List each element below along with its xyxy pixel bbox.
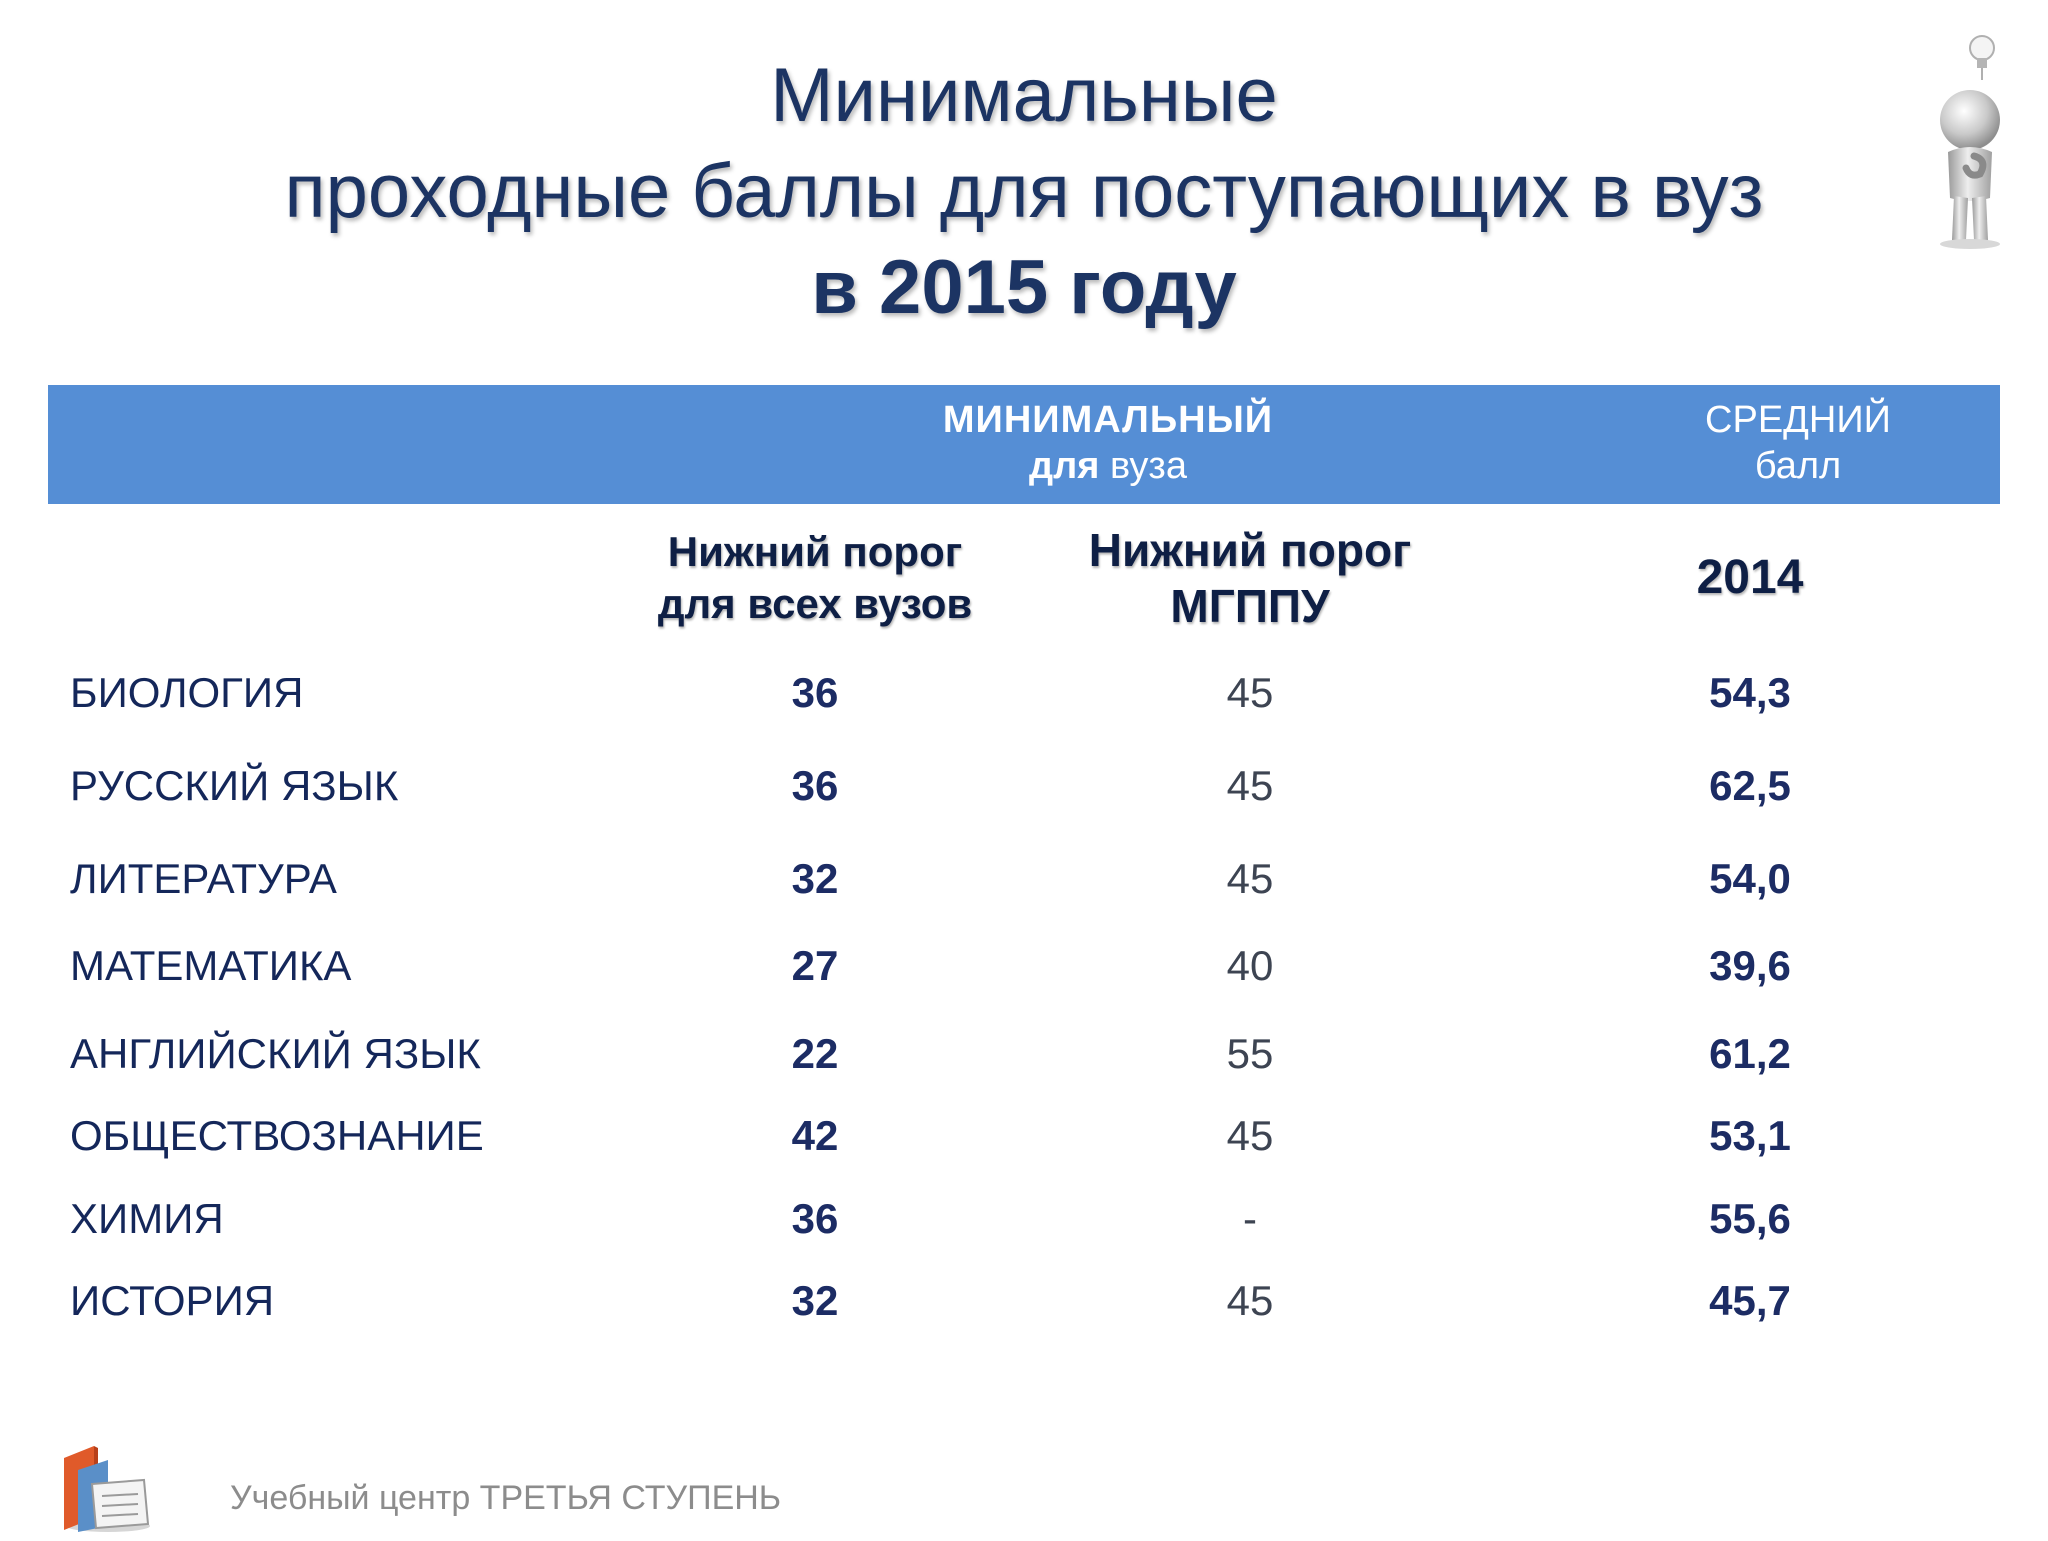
- min-all-cell: 32: [791, 855, 839, 902]
- avg-score-label: СРЕДНИЙ: [1705, 399, 1891, 441]
- min-score-sublabel-rest: вуза: [1099, 445, 1187, 487]
- subject-cell: БИОЛОГИЯ: [70, 669, 304, 716]
- min-mgppu-cell: 45: [1226, 1112, 1274, 1159]
- thinking-person-lightbulb-icon: [1930, 28, 2010, 254]
- min-mgppu-cell: -: [1243, 1195, 1257, 1242]
- table-row: ИСТОРИЯ 32 45 45,7: [0, 1271, 2048, 1331]
- avg-score-header: СРЕДНИЙ балл: [1598, 397, 1998, 489]
- column-header-year: 2014: [1696, 551, 1804, 604]
- column-header-mgppu-line2: МГППУ: [1170, 580, 1330, 632]
- min-all-cell: 36: [791, 1195, 839, 1242]
- title-line-3: в 2015 году: [811, 245, 1237, 330]
- min-mgppu-cell: 45: [1226, 855, 1274, 902]
- subject-cell: АНГЛИЙСКИЙ ЯЗЫК: [70, 1030, 481, 1077]
- min-mgppu-cell: 55: [1226, 1030, 1274, 1077]
- min-all-cell: 22: [791, 1030, 839, 1077]
- min-mgppu-cell: 45: [1226, 669, 1274, 716]
- title-line-2: проходные баллы для поступающих в вуз: [284, 149, 1764, 234]
- min-all-cell: 42: [791, 1112, 839, 1159]
- column-header-all-universities: Нижний порог для всех вузов: [590, 526, 1040, 630]
- avg-cell: 55,6: [1709, 1195, 1791, 1242]
- min-all-cell: 32: [791, 1277, 839, 1324]
- table-row: БИОЛОГИЯ 36 45 54,3: [0, 663, 2048, 723]
- min-mgppu-cell: 40: [1226, 942, 1274, 989]
- subject-cell: ЛИТЕРАТУРА: [70, 855, 337, 902]
- min-mgppu-cell: 45: [1226, 762, 1274, 809]
- footer-text: Учебный центр ТРЕТЬЯ СТУПЕНЬ: [230, 1479, 782, 1517]
- min-score-sublabel: для вуза: [808, 443, 1408, 489]
- avg-cell: 61,2: [1709, 1030, 1791, 1077]
- min-score-label: МИНИМАЛЬНЫЙ: [942, 399, 1274, 441]
- min-all-cell: 36: [791, 762, 839, 809]
- column-header-mgppu: Нижний порог МГППУ: [1030, 522, 1470, 634]
- subject-cell: ХИМИЯ: [70, 1195, 224, 1242]
- avg-cell: 39,6: [1709, 942, 1791, 989]
- avg-cell: 53,1: [1709, 1112, 1791, 1159]
- column-header-all-line1: Нижний порог: [667, 528, 963, 575]
- min-all-cell: 27: [791, 942, 839, 989]
- avg-cell: 54,3: [1709, 669, 1791, 716]
- avg-score-sublabel: балл: [1754, 445, 1842, 487]
- table-row: АНГЛИЙСКИЙ ЯЗЫК 22 55 61,2: [0, 1024, 2048, 1084]
- title-line-1: Минимальные: [770, 53, 1278, 138]
- page-title: Минимальные проходные баллы для поступаю…: [0, 48, 2048, 336]
- min-mgppu-cell: 45: [1226, 1277, 1274, 1324]
- avg-cell: 62,5: [1709, 762, 1791, 809]
- min-score-sublabel-bold: для: [1029, 445, 1100, 487]
- table-row: МАТЕМАТИКА 27 40 39,6: [0, 936, 2048, 996]
- subject-cell: МАТЕМАТИКА: [70, 942, 352, 989]
- avg-cell: 54,0: [1709, 855, 1791, 902]
- subject-cell: ОБЩЕСТВОЗНАНИЕ: [70, 1112, 484, 1159]
- avg-cell: 45,7: [1709, 1277, 1791, 1324]
- min-score-header: МИНИМАЛЬНЫЙ для вуза: [808, 397, 1408, 489]
- min-all-cell: 36: [791, 669, 839, 716]
- table-row: РУССКИЙ ЯЗЫК 36 45 62,5: [0, 756, 2048, 816]
- table-row: ОБЩЕСТВОЗНАНИЕ 42 45 53,1: [0, 1106, 2048, 1166]
- books-logo-icon: [58, 1440, 154, 1536]
- table-row: ХИМИЯ 36 - 55,6: [0, 1189, 2048, 1249]
- table-row: ЛИТЕРАТУРА 32 45 54,0: [0, 849, 2048, 909]
- subject-cell: ИСТОРИЯ: [70, 1277, 275, 1324]
- subject-cell: РУССКИЙ ЯЗЫК: [70, 762, 399, 809]
- column-header-all-line2: для всех вузов: [657, 580, 973, 627]
- column-header-mgppu-line1: Нижний порог: [1088, 524, 1412, 576]
- table-header-band: МИНИМАЛЬНЫЙ для вуза СРЕДНИЙ балл: [48, 385, 2000, 504]
